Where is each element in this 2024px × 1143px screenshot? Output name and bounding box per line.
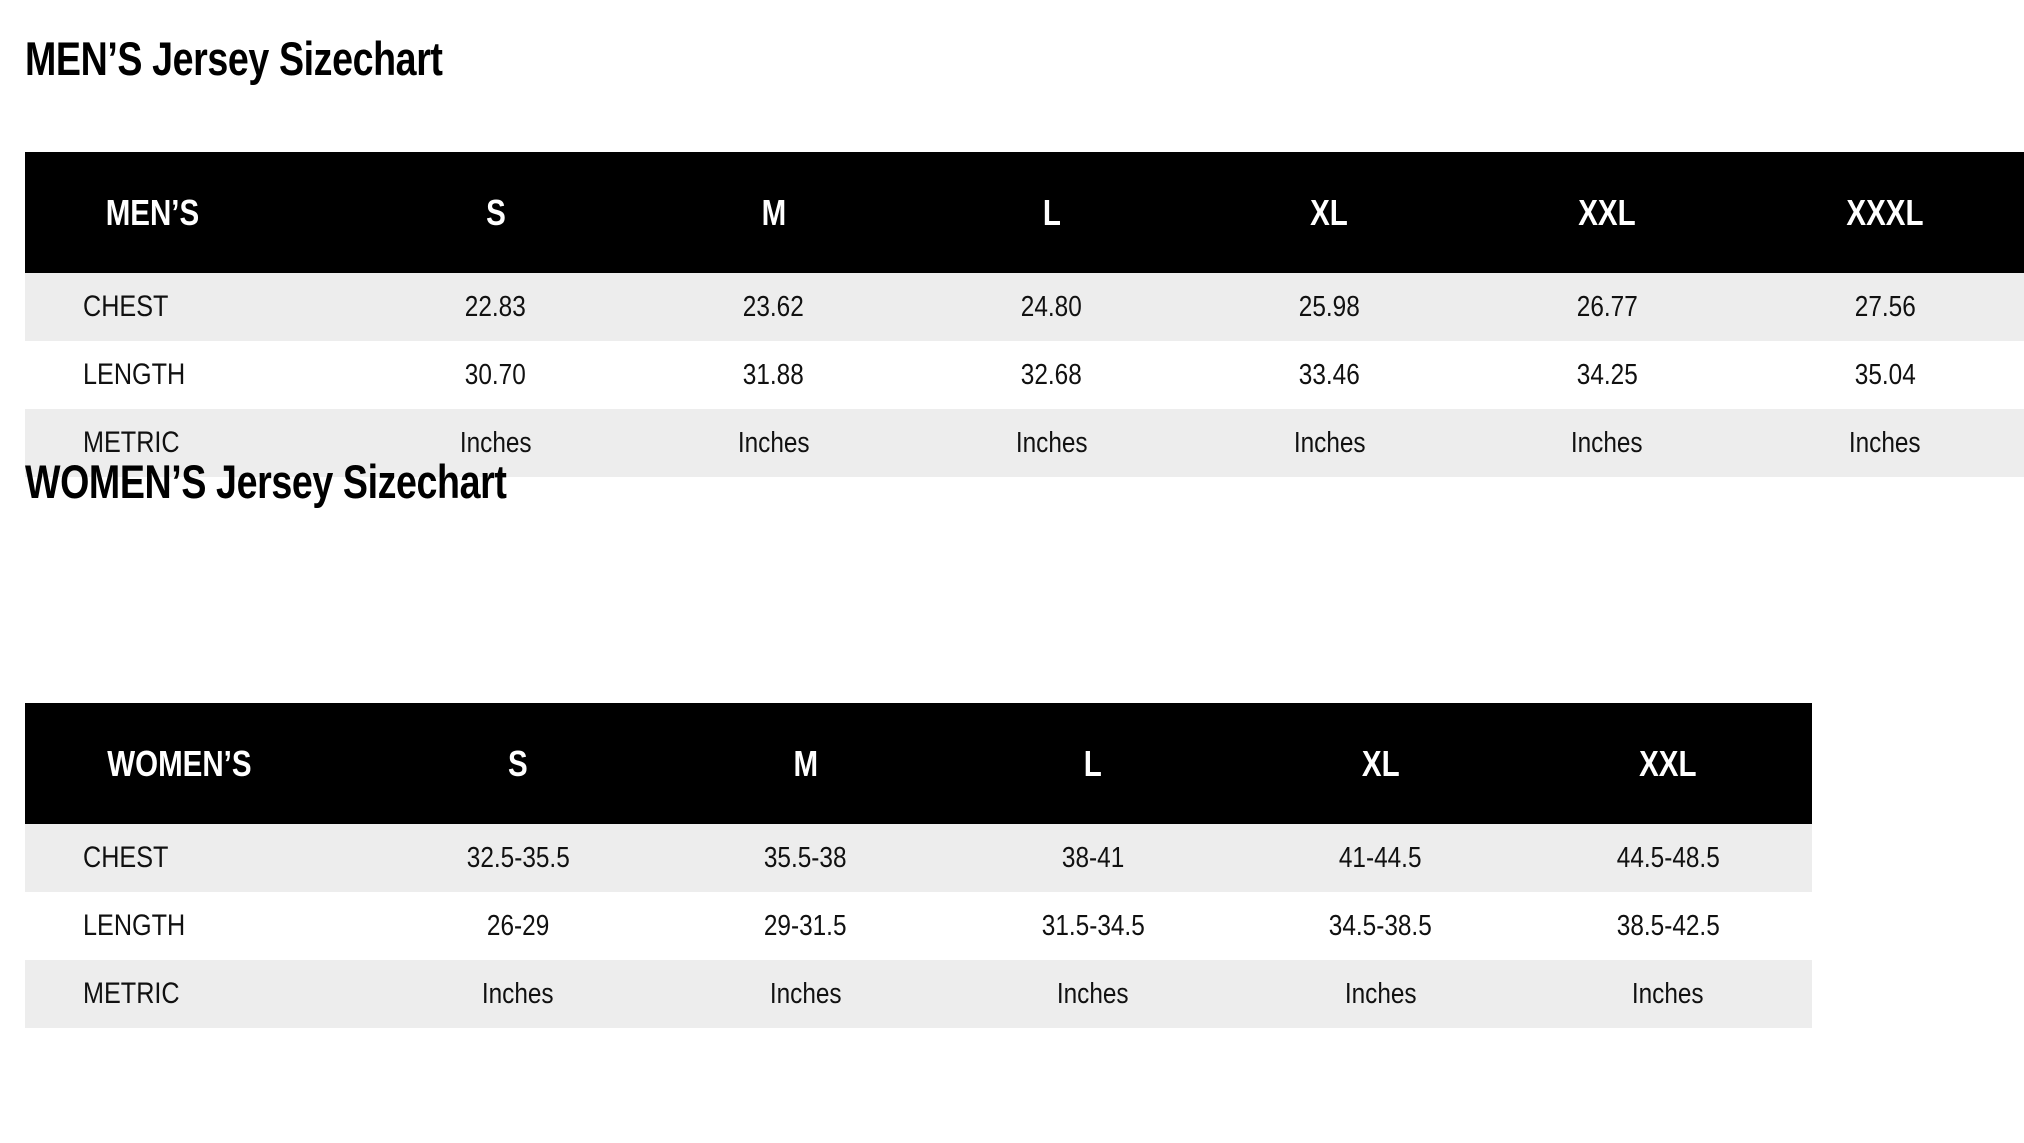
mens-length-l: 32.68	[1020, 358, 1082, 391]
womens-length-xxl: 38.5-42.5	[1616, 909, 1720, 942]
mens-table-header: MEN’S S M L XL XXL XXXL	[25, 152, 2024, 273]
womens-length-l: 31.5-34.5	[1041, 909, 1145, 942]
womens-row-label-metric: METRIC	[83, 977, 180, 1010]
table-row: METRIC Inches Inches Inches Inches Inche…	[25, 409, 2024, 477]
womens-title-container: WOMEN’S Jersey Sizechart	[25, 458, 627, 505]
mens-row-label-metric: METRIC	[83, 426, 180, 459]
mens-table-body: CHEST 22.83 23.62 24.80 25.98 26.77 27.5…	[25, 273, 2024, 477]
womens-metric-xl: Inches	[1344, 977, 1417, 1010]
mens-metric-xxxl: Inches	[1849, 426, 1921, 459]
womens-section-title: WOMEN’S Jersey Sizechart	[25, 455, 507, 508]
womens-chest-s: 32.5-35.5	[466, 841, 570, 874]
womens-metric-m: Inches	[769, 977, 842, 1010]
womens-row-label-chest: CHEST	[83, 841, 169, 874]
mens-metric-s: Inches	[459, 426, 532, 459]
mens-chest-xxxl: 27.56	[1854, 290, 1916, 323]
mens-header-size-xxl: XXL	[1578, 191, 1636, 233]
table-row: CHEST 32.5-35.5 35.5-38 38-41 41-44.5 44…	[25, 824, 1812, 892]
womens-sizechart-table: WOMEN’S S M L XL XXL CHEST 32.5-35.5 35.…	[25, 703, 1812, 1028]
mens-header-size-xl: XL	[1310, 191, 1349, 233]
mens-header-row: MEN’S S M L XL XXL XXXL	[25, 152, 2024, 273]
womens-table-header: WOMEN’S S M L XL XXL	[25, 703, 1812, 824]
womens-header-size-l: L	[1083, 742, 1103, 784]
mens-section-title: MEN’S Jersey Sizechart	[25, 32, 443, 85]
mens-chest-s: 22.83	[465, 290, 527, 323]
mens-length-s: 30.70	[465, 358, 527, 391]
mens-length-xxxl: 35.04	[1854, 358, 1916, 391]
womens-chest-xl: 41-44.5	[1339, 841, 1422, 874]
mens-header-size-s: S	[485, 191, 506, 233]
womens-chest-l: 38-41	[1061, 841, 1125, 874]
womens-header-row: WOMEN’S S M L XL XXL	[25, 703, 1812, 824]
mens-chest-l: 24.80	[1020, 290, 1082, 323]
mens-metric-xl: Inches	[1293, 426, 1366, 459]
womens-length-m: 29-31.5	[764, 909, 847, 942]
womens-chest-m: 35.5-38	[764, 841, 847, 874]
table-row: LENGTH 30.70 31.88 32.68 33.46 34.25 35.…	[25, 341, 2024, 409]
mens-header-label: MEN’S	[105, 191, 200, 233]
womens-metric-s: Inches	[481, 977, 554, 1010]
womens-length-s: 26-29	[486, 909, 549, 942]
mens-length-m: 31.88	[743, 358, 805, 391]
mens-title-container: MEN’S Jersey Sizechart	[25, 35, 547, 82]
mens-row-label-length: LENGTH	[83, 358, 186, 391]
womens-header-size-s: S	[507, 742, 528, 784]
mens-header-size-m: M	[761, 191, 786, 233]
womens-table-body: CHEST 32.5-35.5 35.5-38 38-41 41-44.5 44…	[25, 824, 1812, 1028]
womens-header-size-xl: XL	[1361, 742, 1400, 784]
mens-metric-l: Inches	[1015, 426, 1088, 459]
mens-chest-xl: 25.98	[1298, 290, 1360, 323]
mens-metric-m: Inches	[737, 426, 810, 459]
table-row: CHEST 22.83 23.62 24.80 25.98 26.77 27.5…	[25, 273, 2024, 341]
mens-row-label-chest: CHEST	[83, 290, 169, 323]
mens-metric-xxl: Inches	[1571, 426, 1644, 459]
mens-chest-xxl: 26.77	[1576, 290, 1638, 323]
womens-header-label: WOMEN’S	[107, 742, 252, 784]
mens-sizechart-table: MEN’S S M L XL XXL XXXL CHEST 22.83 23.6…	[25, 152, 2024, 477]
womens-row-label-length: LENGTH	[83, 909, 186, 942]
mens-header-size-l: L	[1042, 191, 1061, 233]
mens-header-size-xxxl: XXXL	[1846, 191, 1924, 233]
womens-chest-xxl: 44.5-48.5	[1616, 841, 1720, 874]
mens-chest-m: 23.62	[743, 290, 805, 323]
table-row: LENGTH 26-29 29-31.5 31.5-34.5 34.5-38.5…	[25, 892, 1812, 960]
womens-length-xl: 34.5-38.5	[1329, 909, 1433, 942]
womens-header-size-xxl: XXL	[1639, 742, 1697, 784]
womens-header-size-m: M	[793, 742, 818, 784]
womens-metric-xxl: Inches	[1632, 977, 1705, 1010]
table-row: METRIC Inches Inches Inches Inches Inche…	[25, 960, 1812, 1028]
mens-length-xxl: 34.25	[1576, 358, 1638, 391]
mens-length-xl: 33.46	[1298, 358, 1360, 391]
womens-metric-l: Inches	[1057, 977, 1129, 1010]
